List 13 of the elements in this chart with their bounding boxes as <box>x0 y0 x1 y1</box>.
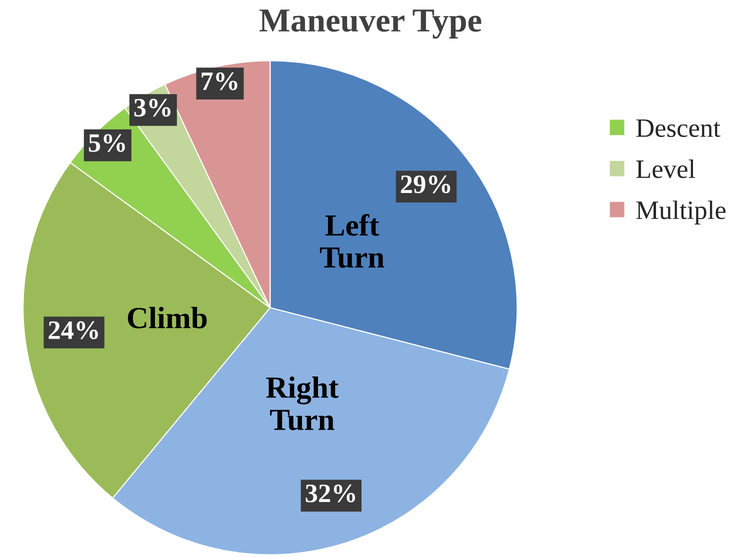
data-label: 3% <box>134 98 170 117</box>
data-label: 24% <box>48 321 98 340</box>
chart-title: Maneuver Type <box>259 10 482 39</box>
legend-label: Descent <box>636 119 720 138</box>
slice-label: Right Turn <box>266 376 339 430</box>
legend-label: Level <box>636 160 696 178</box>
data-label: 29% <box>400 175 450 194</box>
slice-label: Left Turn <box>320 214 384 268</box>
slice-label: Climb <box>128 306 207 328</box>
legend-label: Multiple <box>636 200 726 225</box>
data-label: 5% <box>88 134 125 152</box>
data-label: 32% <box>306 484 356 502</box>
data-label: 7% <box>202 72 238 90</box>
